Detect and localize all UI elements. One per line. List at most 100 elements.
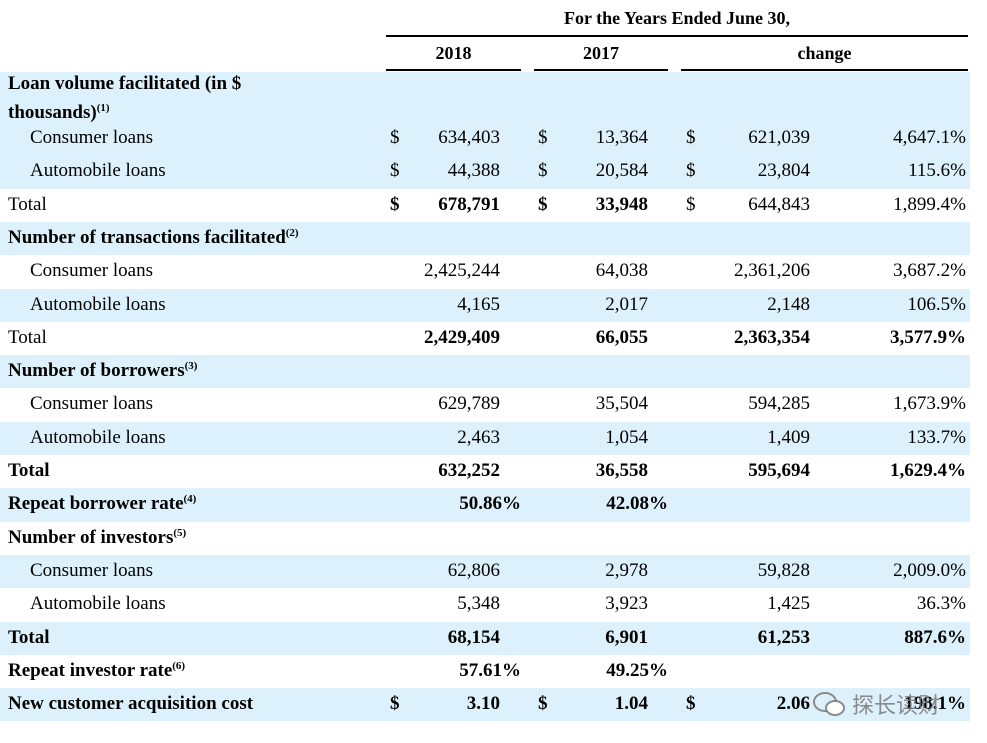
label-text: Consumer loans xyxy=(30,260,153,282)
cell-value: 3,923 xyxy=(605,593,648,615)
cell-value: 49.25% xyxy=(606,659,668,681)
label-text: Automobile loans xyxy=(30,293,166,315)
row-background xyxy=(0,421,970,455)
row-label: Loan volume facilitated (in $ thousands)… xyxy=(8,72,298,125)
row-background xyxy=(0,355,970,389)
label-text: Loan volume facilitated (in $ thousands) xyxy=(8,73,242,123)
row-label: Number of borrowers(3) xyxy=(8,360,197,382)
cell-value: 4,165 xyxy=(457,293,500,315)
column-rule xyxy=(386,69,521,71)
footnote-ref: (4) xyxy=(183,493,197,506)
label-text: Automobile loans xyxy=(30,160,166,182)
cell-value: 594,285 xyxy=(748,393,810,415)
footnote-ref: (1) xyxy=(96,102,110,114)
cell-value: 2,017 xyxy=(605,293,648,315)
currency-sign: $ xyxy=(538,127,548,148)
cell-value: 1,629.4% xyxy=(890,460,966,481)
label-text: Repeat borrower rate xyxy=(8,493,184,515)
cell-value: 4,647.1% xyxy=(893,127,966,148)
cell-value: 1,673.9% xyxy=(893,393,966,415)
column-header: change xyxy=(797,43,852,63)
cell-value: 198.1% xyxy=(904,693,966,715)
cell-value: 595,694 xyxy=(748,460,810,481)
cell-value: 42.08% xyxy=(606,493,668,515)
currency-sign: $ xyxy=(686,193,696,215)
cell-value: 50.86% xyxy=(459,493,521,515)
cell-value: 2,425,244 xyxy=(424,260,500,282)
watermark-text: 探长读财 xyxy=(852,694,941,719)
label-text: Total xyxy=(8,460,50,481)
currency-sign: $ xyxy=(538,160,548,182)
row-label: Automobile loans xyxy=(30,294,166,316)
cell-value: 629,789 xyxy=(438,393,500,415)
row-label: Consumer loans xyxy=(30,560,153,582)
cell-value: 678,791 xyxy=(438,193,500,215)
cell-value: 66,055 xyxy=(595,326,648,348)
row-label: Repeat borrower rate(4) xyxy=(8,493,196,515)
cell-value: 23,804 xyxy=(757,160,810,182)
column-header: 2017 xyxy=(583,43,619,63)
cell-value: 632,252 xyxy=(438,460,500,481)
row-label: Repeat investor rate(6) xyxy=(8,660,185,682)
currency-sign: $ xyxy=(390,693,400,715)
label-text: Number of investors xyxy=(8,526,174,548)
row-background xyxy=(0,488,970,522)
row-label: Consumer loans xyxy=(30,127,153,149)
row-background xyxy=(0,122,970,156)
row-label: Automobile loans xyxy=(30,427,166,449)
row-background xyxy=(0,155,970,189)
cell-value: 1.04 xyxy=(614,693,648,715)
cell-value: 2,463 xyxy=(457,426,500,448)
footnote-ref: (2) xyxy=(285,226,299,239)
cell-value: 621,039 xyxy=(748,127,810,148)
currency-sign: $ xyxy=(538,193,548,215)
row-label: New customer acquisition cost xyxy=(8,693,253,715)
row-label: Automobile loans xyxy=(30,593,166,615)
cell-value: 644,843 xyxy=(748,193,810,215)
label-text: Consumer loans xyxy=(30,127,153,148)
label-text: Number of borrowers xyxy=(8,360,185,382)
cell-value: 33,948 xyxy=(595,193,648,215)
watermark: 探长读财 xyxy=(812,686,972,722)
cell-value: 6,901 xyxy=(605,626,648,648)
row-label: Automobile loans xyxy=(30,160,166,182)
row-background xyxy=(0,688,970,722)
row-label: Total xyxy=(8,627,50,649)
currency-sign: $ xyxy=(390,193,400,215)
row-background xyxy=(0,72,970,122)
label-text: Consumer loans xyxy=(30,559,153,581)
label-text: Automobile loans xyxy=(30,593,166,615)
cell-value: 36.3% xyxy=(916,593,966,615)
cell-value: 62,806 xyxy=(447,559,500,581)
cell-value: 106.5% xyxy=(907,293,966,315)
cell-value: 59,828 xyxy=(757,559,810,581)
cell-value: 13,364 xyxy=(595,127,648,148)
cell-value: 2,009.0% xyxy=(893,559,966,581)
currency-sign: $ xyxy=(686,693,696,715)
cell-value: 36,558 xyxy=(595,460,648,481)
row-label: Total xyxy=(8,460,50,482)
label-text: Total xyxy=(8,626,50,648)
cell-value: 115.6% xyxy=(908,160,966,182)
row-label: Total xyxy=(8,194,47,216)
row-background xyxy=(0,554,970,589)
cell-value: 2,361,206 xyxy=(734,260,810,282)
period-header: For the Years Ended June 30, xyxy=(563,8,790,28)
currency-sign: $ xyxy=(390,160,400,182)
currency-sign: $ xyxy=(686,127,696,148)
cell-value: 1,409 xyxy=(767,426,810,448)
label-text: Total xyxy=(8,193,47,215)
header-rule xyxy=(386,35,968,37)
label-text: New customer acquisition cost xyxy=(8,693,254,715)
column-rule xyxy=(534,69,668,71)
column-rule xyxy=(681,69,968,71)
footnote-ref: (3) xyxy=(184,360,198,373)
label-text: Total xyxy=(8,326,47,348)
cell-value: 2,978 xyxy=(605,559,648,581)
currency-sign: $ xyxy=(538,693,548,715)
cell-value: 3,687.2% xyxy=(893,260,966,282)
row-label: Number of investors(5) xyxy=(8,527,186,549)
row-label: Consumer loans xyxy=(30,260,153,282)
column-header: 2018 xyxy=(435,43,472,63)
